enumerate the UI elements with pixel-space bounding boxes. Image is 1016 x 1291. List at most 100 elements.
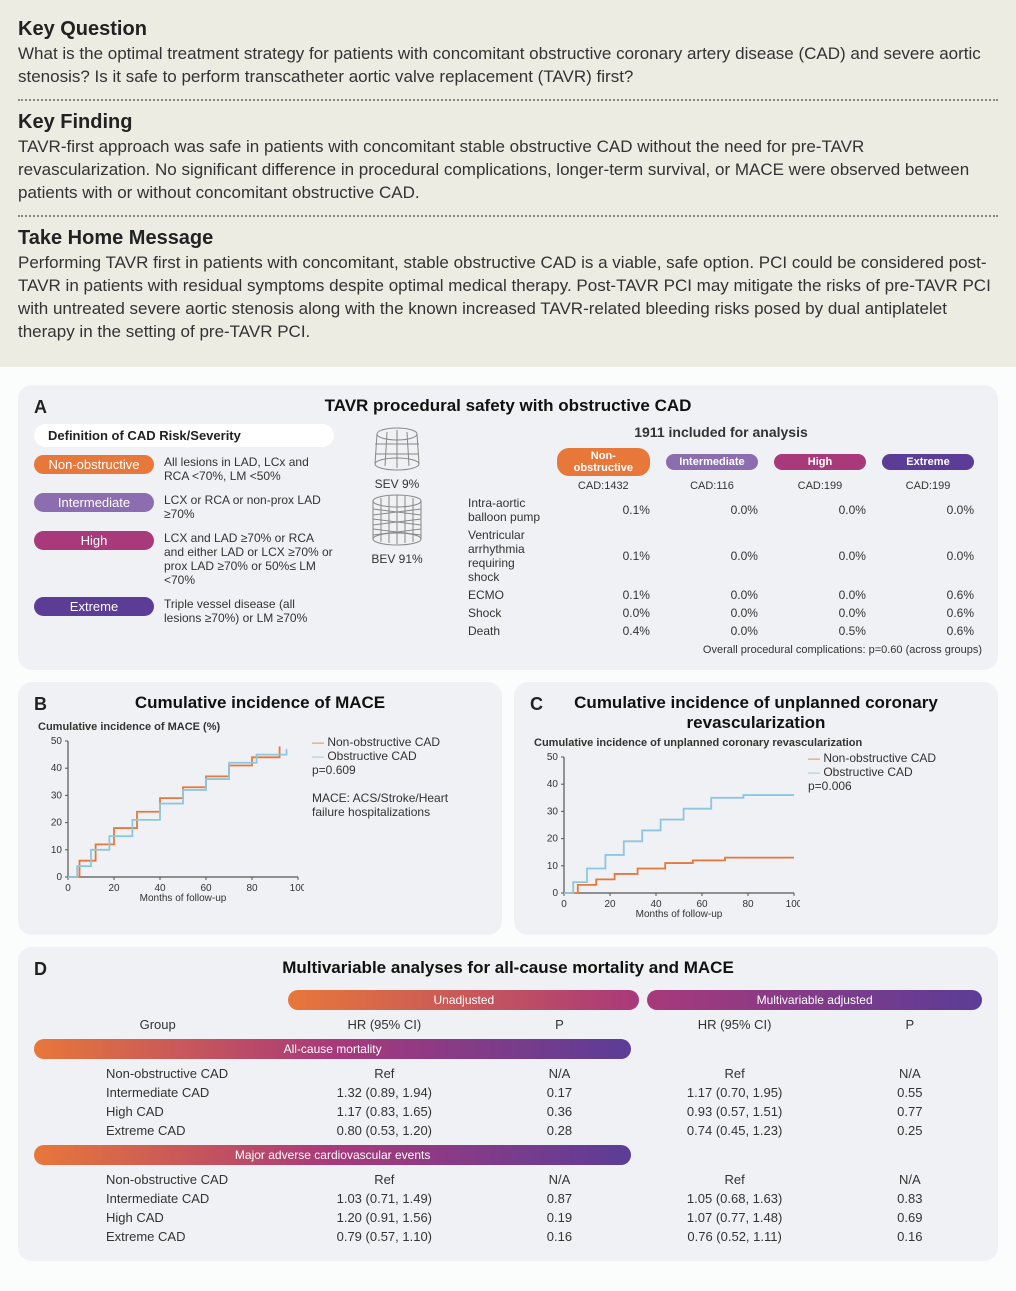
legend-item: Non-obstructive CAD bbox=[327, 735, 440, 749]
col-n: CAD:1432 bbox=[549, 478, 658, 494]
hr-row: Extreme CAD0.80 (0.53, 1.20)0.280.74 (0.… bbox=[36, 1122, 980, 1139]
hr-row: High CAD1.20 (0.91, 1.56)0.191.07 (0.77,… bbox=[36, 1209, 980, 1226]
severity-desc: Triple vessel disease (all lesions ≥70%)… bbox=[164, 597, 334, 625]
adjusted-bar: Multivariable adjusted bbox=[647, 990, 982, 1010]
definition-header: Definition of CAD Risk/Severity bbox=[34, 424, 334, 447]
sev-label: SEV 9% bbox=[352, 477, 442, 491]
svg-text:80: 80 bbox=[246, 883, 258, 894]
panel-title: TAVR procedural safety with obstructive … bbox=[34, 396, 982, 416]
key-question-heading: Key Question bbox=[18, 18, 998, 41]
svg-text:10: 10 bbox=[547, 861, 559, 872]
svg-text:40: 40 bbox=[547, 780, 559, 791]
svg-text:20: 20 bbox=[547, 834, 559, 845]
cell-value: 0.1% bbox=[549, 526, 658, 586]
cell-value: 0.0% bbox=[658, 526, 766, 586]
severity-pill: High bbox=[34, 531, 154, 550]
severity-pill: Non-obstructive bbox=[34, 455, 154, 474]
svg-text:Months of follow-up: Months of follow-up bbox=[636, 909, 723, 920]
y-axis-label: Cumulative incidence of unplanned corona… bbox=[534, 737, 982, 749]
panel-d: D Multivariable analyses for all-cause m… bbox=[18, 947, 998, 1261]
cell-value: 0.0% bbox=[766, 586, 874, 604]
svg-text:10: 10 bbox=[51, 845, 63, 856]
unadjusted-bar: Unadjusted bbox=[288, 990, 639, 1010]
svg-text:50: 50 bbox=[547, 752, 559, 763]
bev-valve-icon bbox=[367, 491, 427, 549]
revasc-chart: 01020304050020406080100Months of follow-… bbox=[530, 751, 800, 921]
cell-value: 0.0% bbox=[658, 622, 766, 640]
severity-desc: All lesions in LAD, LCx and RCA <70%, LM… bbox=[164, 455, 334, 483]
hr-row: Extreme CAD0.79 (0.57, 1.10)0.160.76 (0.… bbox=[36, 1228, 980, 1245]
svg-text:100: 100 bbox=[290, 883, 304, 894]
cell-value: 0.6% bbox=[874, 622, 982, 640]
mace-chart: 01020304050020406080100Months of follow-… bbox=[34, 735, 304, 905]
svg-text:80: 80 bbox=[742, 899, 754, 910]
legend-item: Obstructive CAD bbox=[327, 749, 416, 763]
panel-b: B Cumulative incidence of MACE Cumulativ… bbox=[18, 682, 502, 935]
svg-text:0: 0 bbox=[561, 899, 567, 910]
procedural-footer: Overall procedural complications: p=0.60… bbox=[460, 644, 982, 656]
svg-text:100: 100 bbox=[786, 899, 800, 910]
take-home-text: Performing TAVR first in patients with c… bbox=[18, 252, 998, 344]
col-p: P bbox=[489, 1016, 629, 1033]
row-label: Death bbox=[460, 622, 549, 640]
hr-row: Non-obstructive CADRefN/ARefN/A bbox=[36, 1065, 980, 1082]
panel-a: A TAVR procedural safety with obstructiv… bbox=[18, 385, 998, 670]
panel-c: C Cumulative incidence of unplanned coro… bbox=[514, 682, 998, 935]
key-finding-text: TAVR-first approach was safe in patients… bbox=[18, 136, 998, 205]
col-p: P bbox=[840, 1016, 980, 1033]
cell-value: 0.6% bbox=[874, 604, 982, 622]
hr-row: Intermediate CAD1.03 (0.71, 1.49)0.871.0… bbox=[36, 1190, 980, 1207]
col-pill: Extreme bbox=[882, 454, 974, 470]
svg-text:30: 30 bbox=[547, 807, 559, 818]
chart-note: MACE: ACS/Stroke/Heart failure hospitali… bbox=[312, 791, 462, 819]
svg-text:50: 50 bbox=[51, 736, 63, 747]
col-pill: Non-obstructive bbox=[557, 448, 650, 476]
svg-text:20: 20 bbox=[108, 883, 120, 894]
legend-b: — Non-obstructive CAD — Obstructive CAD … bbox=[312, 735, 462, 819]
divider bbox=[18, 215, 998, 217]
col-pill: High bbox=[774, 454, 866, 470]
procedural-table: Non-obstructive Intermediate High Extreme CA… bbox=[460, 446, 982, 640]
cell-value: 0.4% bbox=[549, 622, 658, 640]
hr-table: Non-obstructive CADRefN/ARefN/A Intermedi… bbox=[34, 1169, 982, 1247]
figure-container: A TAVR procedural safety with obstructiv… bbox=[0, 367, 1016, 1291]
svg-text:20: 20 bbox=[51, 818, 63, 829]
section-bar: Major adverse cardiovascular events bbox=[34, 1145, 631, 1165]
col-pill: Intermediate bbox=[666, 454, 758, 470]
col-n: CAD:116 bbox=[658, 478, 766, 494]
severity-pill: Intermediate bbox=[34, 493, 154, 512]
svg-text:Months of follow-up: Months of follow-up bbox=[140, 893, 227, 904]
cell-value: 0.6% bbox=[874, 586, 982, 604]
hr-row: Intermediate CAD1.32 (0.89, 1.94)0.171.1… bbox=[36, 1084, 980, 1101]
svg-text:0: 0 bbox=[552, 888, 558, 899]
section-bar: All-cause mortality bbox=[34, 1039, 631, 1059]
sev-valve-icon bbox=[367, 424, 427, 474]
svg-text:20: 20 bbox=[604, 899, 616, 910]
panel-title: Cumulative incidence of unplanned corona… bbox=[530, 693, 982, 733]
col-n: CAD:199 bbox=[874, 478, 982, 494]
summary-block: Key Question What is the optimal treatme… bbox=[0, 0, 1016, 367]
cell-value: 0.0% bbox=[658, 586, 766, 604]
svg-text:40: 40 bbox=[51, 764, 63, 775]
p-value: p=0.006 bbox=[808, 779, 936, 793]
row-label: Ventricular arrhythmia requiring shock bbox=[460, 526, 549, 586]
hr-row: Non-obstructive CADRefN/ARefN/A bbox=[36, 1171, 980, 1188]
row-label: ECMO bbox=[460, 586, 549, 604]
panel-title: Cumulative incidence of MACE bbox=[34, 693, 486, 713]
svg-text:30: 30 bbox=[51, 791, 63, 802]
row-label: Shock bbox=[460, 604, 549, 622]
cell-value: 0.5% bbox=[766, 622, 874, 640]
cell-value: 0.0% bbox=[766, 526, 874, 586]
legend-item: Obstructive CAD bbox=[823, 765, 912, 779]
legend-c: — Non-obstructive CAD — Obstructive CAD … bbox=[808, 751, 936, 793]
key-question-text: What is the optimal treatment strategy f… bbox=[18, 43, 998, 89]
cell-value: 0.1% bbox=[549, 494, 658, 526]
col-hr: HR (95% CI) bbox=[632, 1016, 838, 1033]
hr-header-row: Group HR (95% CI) P HR (95% CI) P bbox=[34, 1014, 982, 1035]
definition-grid: Non-obstructive All lesions in LAD, LCx a… bbox=[34, 455, 334, 625]
cell-value: 0.0% bbox=[766, 604, 874, 622]
take-home-heading: Take Home Message bbox=[18, 227, 998, 250]
hr-row: High CAD1.17 (0.83, 1.65)0.360.93 (0.57,… bbox=[36, 1103, 980, 1120]
severity-desc: LCX or RCA or non-prox LAD ≥70% bbox=[164, 493, 334, 521]
p-value: p=0.609 bbox=[312, 763, 462, 777]
